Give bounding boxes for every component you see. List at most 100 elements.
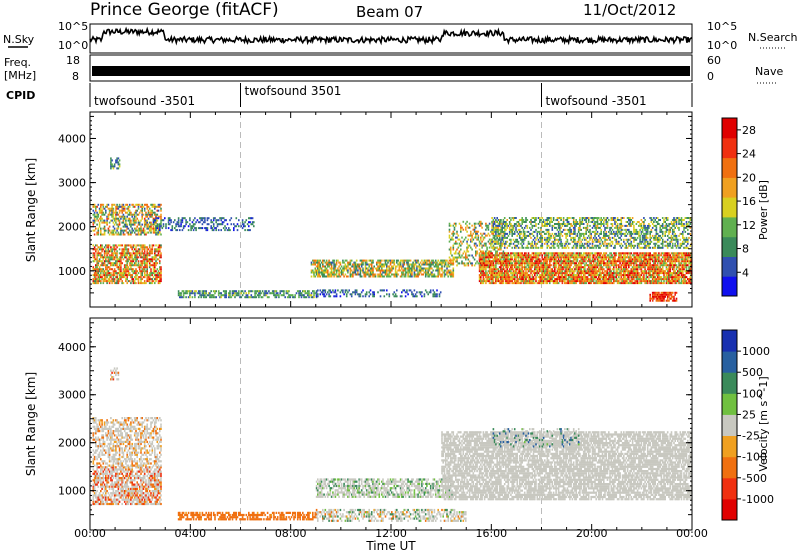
range-gate-cell [556,268,559,271]
range-gate-cell [141,262,143,265]
range-gate-cell [587,278,590,281]
range-gate-cell [103,233,106,236]
range-gate-cell [549,278,551,281]
range-gate-cell [527,262,530,265]
range-gate-cell [159,227,161,230]
range-gate-cell [541,262,544,265]
range-gate-cell [537,264,540,267]
range-gate-cell [106,272,108,275]
range-gate-cell [391,261,393,264]
range-gate-cell [323,265,325,268]
range-gate-cell [422,267,424,270]
range-gate-cell [100,282,102,285]
range-gate-cell [127,280,130,283]
range-gate-cell [111,262,113,265]
range-gate-cell [527,278,530,281]
range-gate-cell [542,276,545,279]
range-gate-cell [159,223,161,226]
range-gate-cell [589,264,591,267]
range-gate-cell [542,280,545,283]
range-gate-cell [293,296,295,299]
range-gate-cell [370,271,373,274]
range-gate-cell [453,228,456,231]
range-gate-cell [486,234,488,237]
range-gate-cell [112,278,115,281]
range-gate-cell [138,211,141,214]
range-gate-cell [102,221,105,224]
range-gate-cell [122,221,125,224]
range-gate-cell [501,282,503,285]
range-gate-cell [448,234,451,237]
range-gate-cell [407,267,409,270]
range-gate-cell [189,219,191,222]
range-gate-cell [106,244,108,247]
range-gate-cell [152,203,155,206]
range-gate-cell [360,265,363,268]
range-gate-cell [146,264,148,267]
range-gate-cell [368,259,370,262]
range-gate-cell [590,260,592,263]
range-gate-cell [585,262,587,265]
range-gate-cell [487,270,490,273]
range-gate-cell [96,248,98,251]
range-gate-cell [407,271,409,274]
range-gate-cell [579,254,581,257]
range-gate-cell [587,268,590,271]
range-gate-cell [135,258,137,261]
range-gate-cell [434,259,437,262]
range-gate-cell [103,274,106,277]
range-gate-cell [441,261,443,264]
range-gate-cell [102,203,105,206]
range-gate-cell [116,282,118,285]
range-gate-cell [433,273,436,276]
range-gate-cell [437,259,439,262]
range-gate-cell [525,270,527,273]
range-gate-cell [473,226,476,229]
range-gate-cell [384,269,387,272]
range-gate-cell [584,272,586,275]
range-gate-cell [487,258,490,261]
range-gate-cell [507,262,510,265]
range-gate-cell [455,260,457,263]
range-gate-cell [217,294,220,297]
range-gate-cell [497,258,500,261]
range-gate-cell [138,229,141,232]
range-gate-cell [569,266,571,269]
range-gate-cell [250,223,253,226]
nave-tick-0: 0 [707,70,714,83]
range-gate-cell [546,270,549,273]
range-gate-cell [502,276,505,279]
range-gate-cell [530,272,532,275]
range-gate-cell [493,266,496,269]
range-gate-cell [92,268,95,271]
range-gate-cell [102,207,105,210]
range-gate-cell [554,264,556,267]
range-gate-cell [123,248,126,251]
range-gate-cell [320,267,323,270]
range-gate-cell [649,262,651,265]
range-gate-cell [180,219,182,222]
range-gate-cell [97,276,100,279]
range-gate-cell [511,274,513,277]
range-gate-cell [495,226,497,229]
range-gate-cell [123,276,126,279]
range-gate-cell [567,268,570,271]
range-gate-cell [419,267,422,270]
range-gate-cell [409,289,412,292]
range-gate-cell [357,271,359,274]
range-gate-cell [310,263,313,266]
range-gate-cell [556,278,559,281]
range-gate-cell [115,205,117,208]
range-gate-cell [497,268,500,271]
range-gate-cell [495,280,497,283]
range-gate-cell [501,268,503,271]
range-gate-cell [534,282,536,285]
range-gate-cell [428,291,431,294]
range-gate-cell [384,271,387,274]
range-gate-cell [416,295,418,298]
range-gate-cell [128,252,131,255]
range-gate-cell [495,252,497,255]
range-gate-cell [478,274,481,277]
range-gate-cell [138,227,141,230]
range-gate-cell [560,278,562,281]
